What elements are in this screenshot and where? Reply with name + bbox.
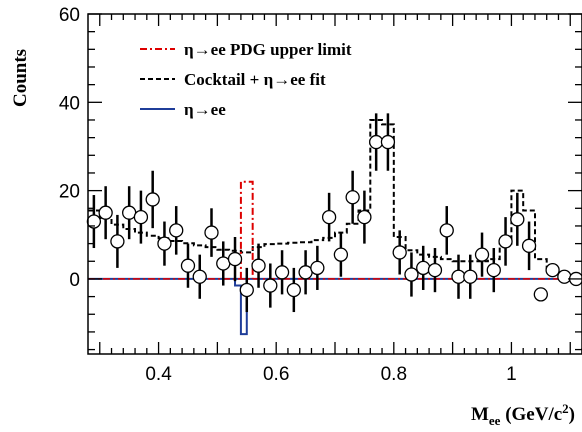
data-point	[357, 209, 372, 225]
x-tick-label: 0.6	[263, 364, 289, 385]
data-point	[474, 247, 490, 262]
data-point	[204, 225, 219, 240]
legend: η→ee PDG upper limit Cocktail + η→ee fit…	[140, 40, 352, 119]
data-point	[369, 134, 384, 150]
data-point	[345, 190, 360, 205]
data-point	[310, 260, 325, 276]
data-point	[416, 260, 431, 276]
data-point	[251, 258, 266, 273]
data-point	[274, 265, 290, 280]
y-tick-label: 0	[69, 270, 80, 291]
y-tick-label: 60	[59, 5, 80, 26]
data-point	[122, 205, 137, 220]
data-point	[451, 269, 466, 284]
data-point	[192, 269, 207, 284]
y-tick-label: 40	[59, 93, 80, 114]
legend-label-cocktail-fit: Cocktail + η→ee fit	[184, 70, 326, 89]
data-point	[392, 245, 407, 260]
data-point	[216, 256, 231, 271]
x-axis-title: Mee (GeV/c2)	[471, 401, 575, 428]
data-point	[333, 247, 349, 262]
pdg-limit-peak	[239, 180, 254, 279]
data-point	[498, 234, 513, 249]
data-point	[557, 269, 572, 284]
data-point	[404, 267, 419, 282]
data-point	[263, 278, 278, 293]
data-point	[380, 134, 396, 150]
axis-ticks: 0.4 0.6 0.8 1 0 20 40 60	[59, 5, 582, 385]
eta-ee-dip	[234, 278, 248, 336]
legend-label-eta-ee: η→ee	[184, 100, 226, 119]
y-axis-title: Counts	[10, 49, 31, 107]
data-point	[486, 262, 501, 278]
data-point	[298, 265, 313, 280]
data-point	[133, 209, 149, 225]
data-point	[157, 236, 172, 251]
data-point	[145, 192, 160, 207]
x-tick-label: 0.8	[381, 364, 407, 385]
data-point	[521, 238, 537, 253]
x-axis-title-unit: (GeV/c	[500, 404, 562, 425]
y-tick-label: 20	[59, 182, 80, 203]
data-point	[239, 282, 254, 298]
data-point	[180, 258, 196, 273]
data-point	[439, 223, 454, 238]
data-point	[98, 205, 113, 220]
data-point	[463, 269, 478, 284]
x-axis-title-main: M	[471, 404, 489, 425]
data-point	[286, 282, 301, 298]
data-point	[427, 262, 443, 278]
x-axis-title-unit-close: )	[569, 404, 575, 425]
data-point	[545, 262, 560, 278]
data-point	[169, 223, 184, 238]
data-point	[110, 234, 125, 249]
legend-label-pdg-limit: η→ee PDG upper limit	[184, 40, 352, 59]
x-axis-title-unit-sup: 2	[562, 401, 569, 416]
x-tick-label: 1	[506, 364, 517, 385]
plot-content	[86, 113, 582, 336]
data-point	[227, 251, 243, 267]
x-tick-label: 0.4	[145, 364, 172, 385]
data-point	[510, 212, 525, 227]
data-point	[321, 209, 337, 225]
data-point	[533, 287, 548, 302]
x-axis-title-sub: ee	[489, 413, 501, 428]
